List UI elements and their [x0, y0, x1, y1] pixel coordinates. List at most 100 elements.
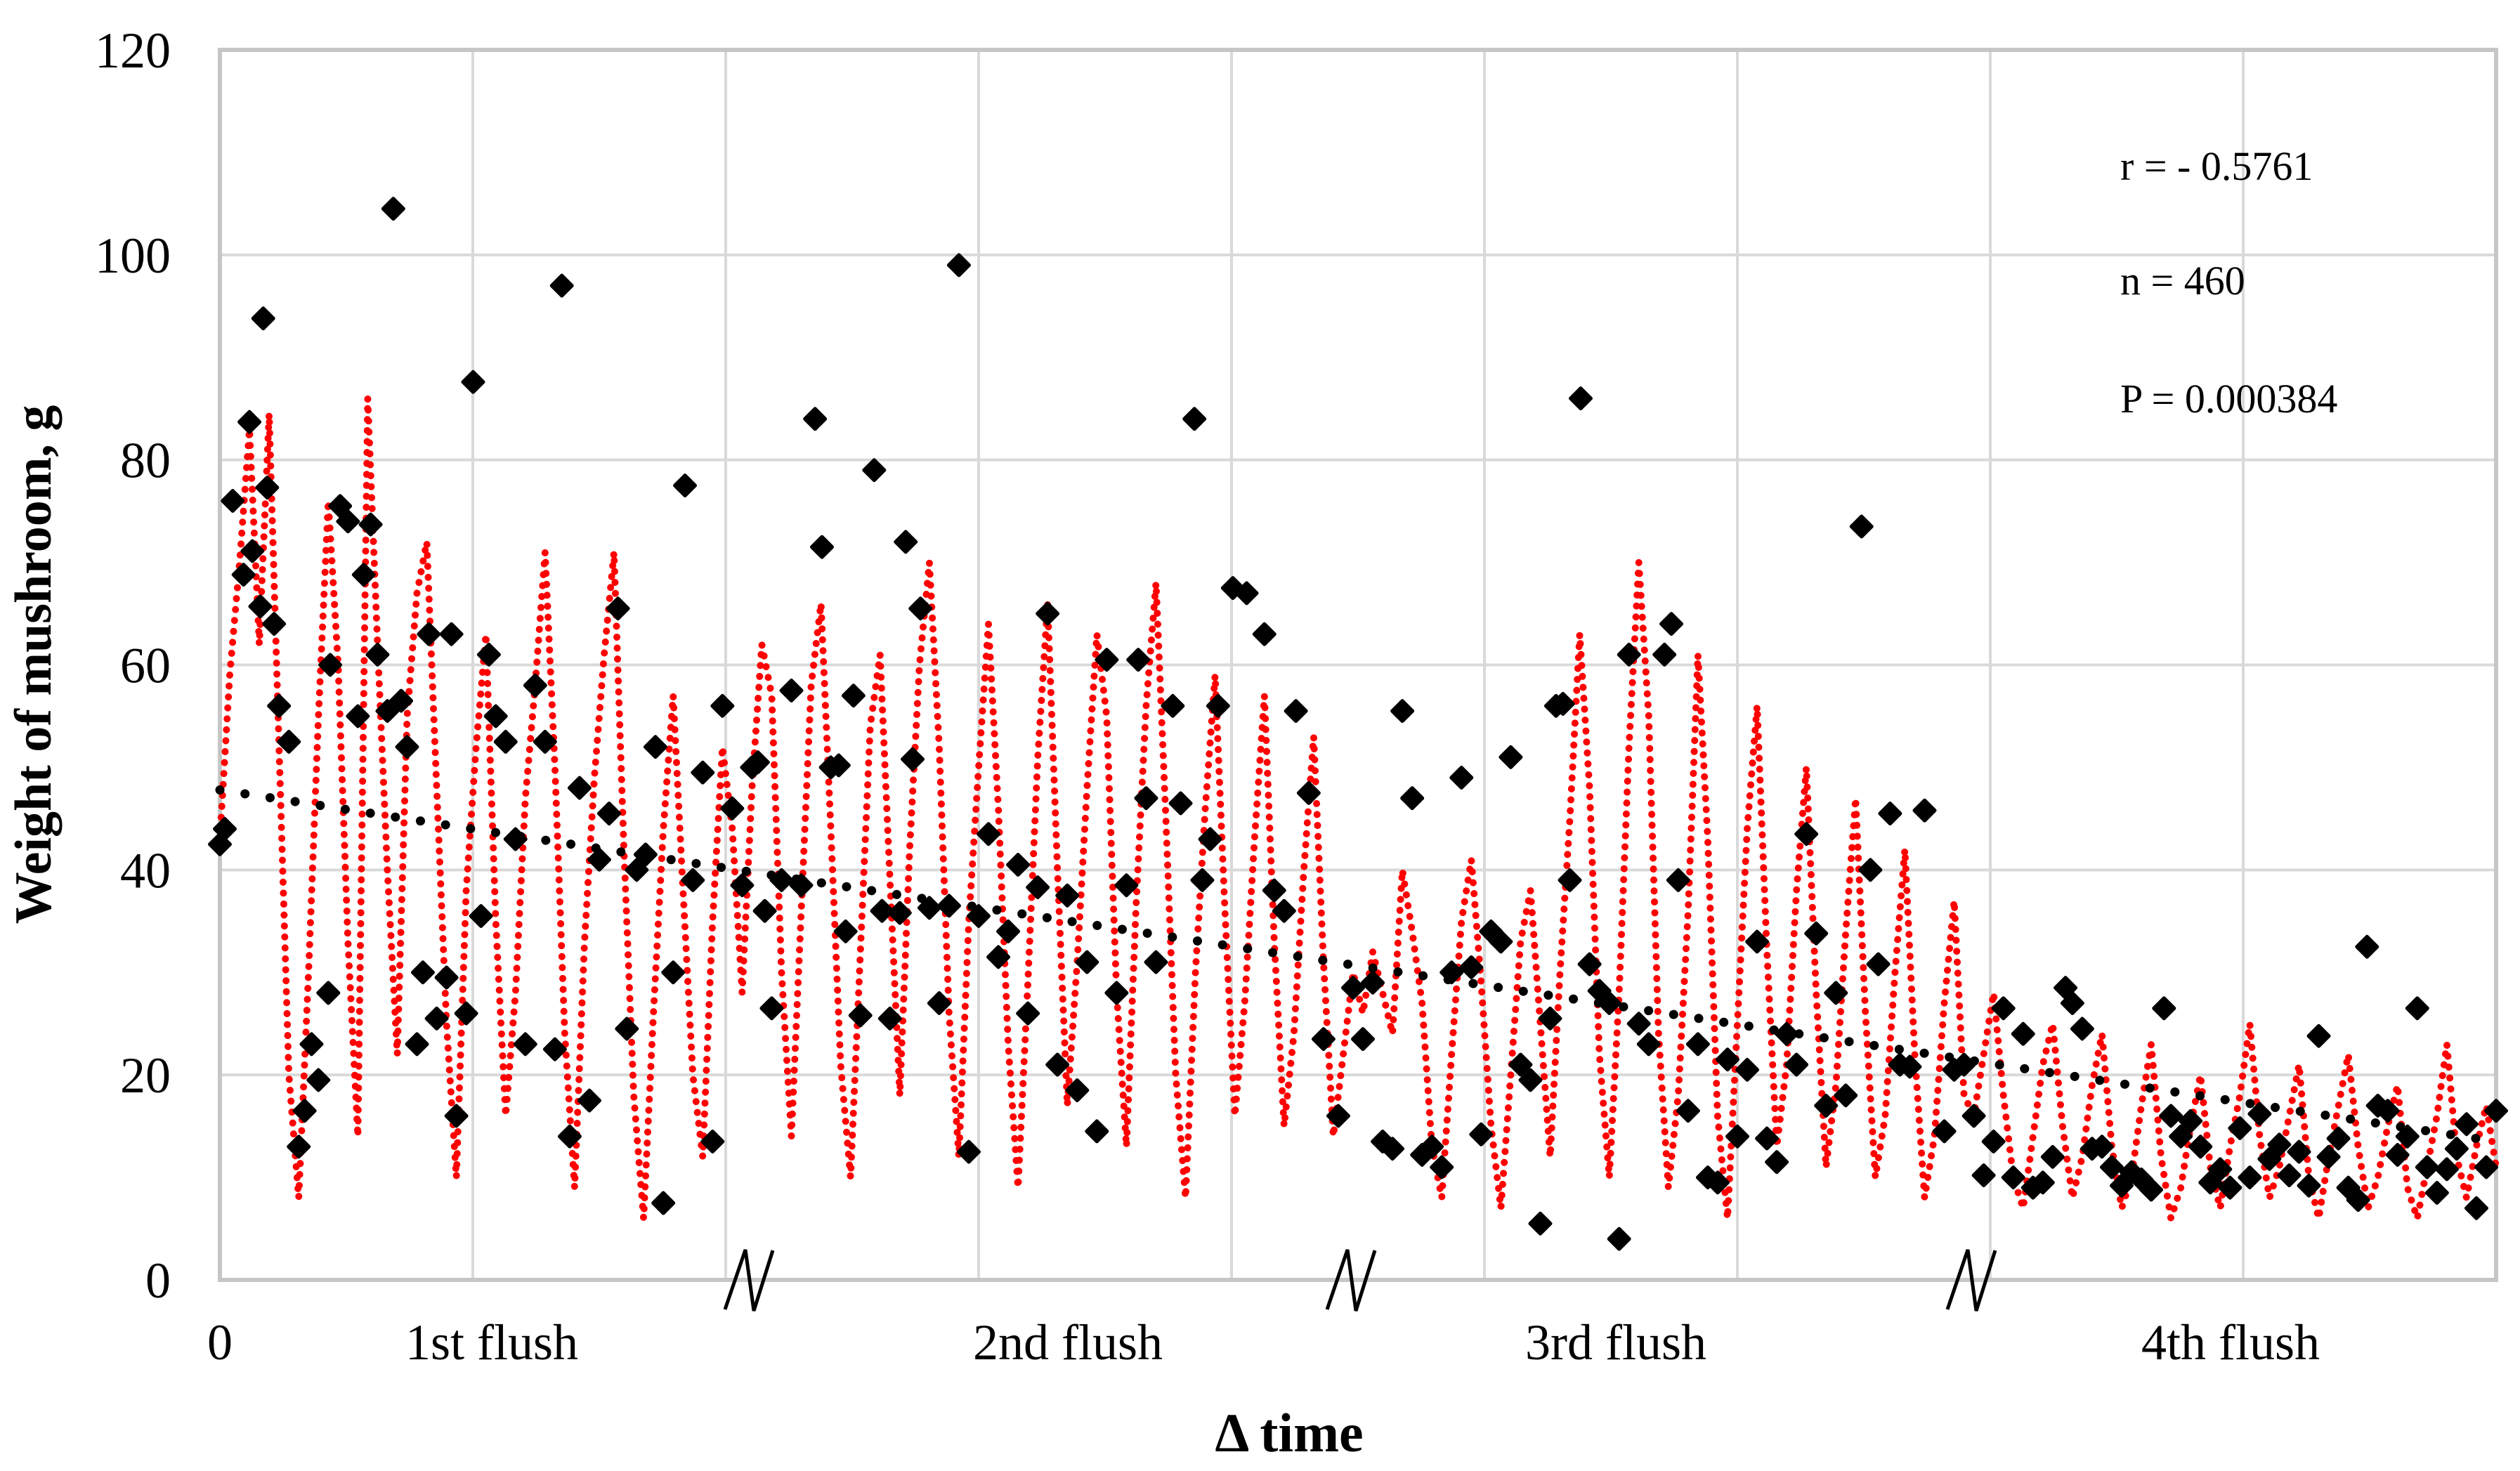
scatter-point: [1745, 929, 1770, 954]
scatter-point: [1168, 791, 1193, 816]
scatter-point: [262, 612, 287, 636]
scatter-point: [287, 1135, 311, 1159]
scatter-point: [2257, 1146, 2282, 1171]
scatter-point: [2089, 1135, 2114, 1159]
scatter-point: [1952, 1052, 1976, 1077]
scatter-point: [2484, 1099, 2508, 1123]
scatter-point: [523, 673, 547, 698]
scatter-point: [417, 622, 441, 646]
scatter-point: [439, 622, 464, 646]
y-tick-label: 20: [120, 1047, 171, 1104]
scatter-point: [1508, 1052, 1533, 1077]
scatter-point: [1725, 1124, 1749, 1149]
scatter-point: [643, 735, 667, 759]
scatter-point: [213, 816, 237, 841]
x-tick-zero: 0: [207, 1314, 233, 1371]
scatter-point: [1550, 691, 1575, 716]
scatter-point: [2228, 1116, 2252, 1141]
x-section-label-2nd-flush: 2nd flush: [973, 1314, 1163, 1371]
scatter-point: [2464, 1196, 2488, 1220]
scatter-point: [700, 1130, 725, 1154]
scatter-point: [1380, 1137, 1405, 1161]
scatter-point: [691, 760, 715, 785]
scatter-point: [424, 1006, 449, 1031]
scatter-point: [936, 894, 961, 918]
scatter-point: [434, 965, 459, 990]
scatter-point: [1735, 1057, 1760, 1082]
scatter-point: [2297, 1173, 2321, 1198]
scatter-point: [2415, 1155, 2439, 1179]
annotation-r-value: r = - 0.5761: [2120, 143, 2313, 189]
scatter-point: [1932, 1119, 1957, 1144]
x-section-label-3rd-flush: 3rd flush: [1525, 1314, 1706, 1371]
scatter-point: [841, 684, 866, 708]
scatter-point: [1705, 1170, 1730, 1195]
scatter-point: [1252, 622, 1277, 646]
scatter-point: [336, 509, 360, 534]
scatter-point: [1597, 991, 1621, 1016]
scatter-point: [870, 898, 894, 923]
scatter-point: [789, 873, 814, 898]
y-tick-label: 80: [120, 433, 171, 489]
scatter-point: [237, 410, 262, 434]
scatter-point: [316, 981, 341, 1005]
scatter-point: [2218, 1175, 2242, 1200]
scatter-point: [759, 996, 784, 1021]
scatter-point: [730, 873, 755, 898]
scatter-point: [1134, 786, 1158, 811]
scatter-point: [1794, 822, 1819, 846]
scatter-point: [2139, 1177, 2164, 1202]
scatter-point: [351, 563, 376, 587]
scatter-point: [1400, 786, 1425, 811]
scatter-point: [986, 945, 1011, 969]
scatter-point: [1558, 868, 1582, 892]
scatter-point: [1016, 1001, 1040, 1026]
scatter-point: [2355, 934, 2379, 959]
scatter-point: [2152, 996, 2176, 1021]
scatter-point: [557, 1124, 582, 1149]
y-tick-label: 0: [145, 1253, 171, 1309]
scatter-point: [1804, 921, 1829, 946]
scatter-point: [469, 904, 493, 928]
scatter-point: [375, 699, 400, 724]
scatter-point: [1326, 1104, 1350, 1128]
scatter-point: [681, 868, 705, 892]
scatter-point: [318, 653, 343, 677]
scatter-point: [956, 1139, 981, 1164]
scatter-point: [1198, 827, 1222, 851]
x-axis-title: Δ time: [1215, 1402, 1363, 1463]
y-tick-label: 100: [95, 228, 171, 284]
scatter-point: [1981, 1130, 2006, 1154]
y-tick-labels: 0 20 40 60 80 100 120: [95, 22, 171, 1309]
scatter-point: [927, 991, 951, 1016]
scatter-point: [1878, 802, 1902, 826]
scatter-point: [549, 273, 574, 298]
scatter-point: [1834, 1083, 1858, 1108]
scatter-point: [2120, 1160, 2144, 1184]
scatter-point: [1351, 1027, 1376, 1052]
scatter-point: [1026, 875, 1050, 900]
scatter-point: [1636, 1032, 1661, 1057]
scatter-point: [1262, 878, 1286, 903]
axis-break-marks: [723, 1249, 1997, 1312]
y-tick-label: 60: [120, 638, 171, 694]
scatter-point: [358, 512, 383, 537]
scatter-point: [1538, 1006, 1562, 1031]
scatter-point: [328, 494, 353, 518]
scatter-point: [476, 642, 501, 667]
scatter-point: [887, 901, 912, 925]
scatter-point: [894, 530, 918, 554]
scatter-point: [1272, 898, 1296, 923]
scatter-point: [1296, 780, 1321, 805]
scatter-point: [2110, 1173, 2134, 1198]
scatter-point: [2474, 1155, 2498, 1179]
scatter-point: [2198, 1170, 2223, 1195]
scatter-point: [2030, 1170, 2055, 1195]
scatter-point: [1459, 955, 1484, 979]
scatter-point: [577, 1088, 601, 1113]
scatter-point: [745, 750, 770, 775]
scatter-point: [1652, 642, 1677, 667]
scatter-point: [1961, 1104, 1986, 1128]
scatter-point: [996, 919, 1021, 943]
scatter-point: [977, 822, 1001, 846]
